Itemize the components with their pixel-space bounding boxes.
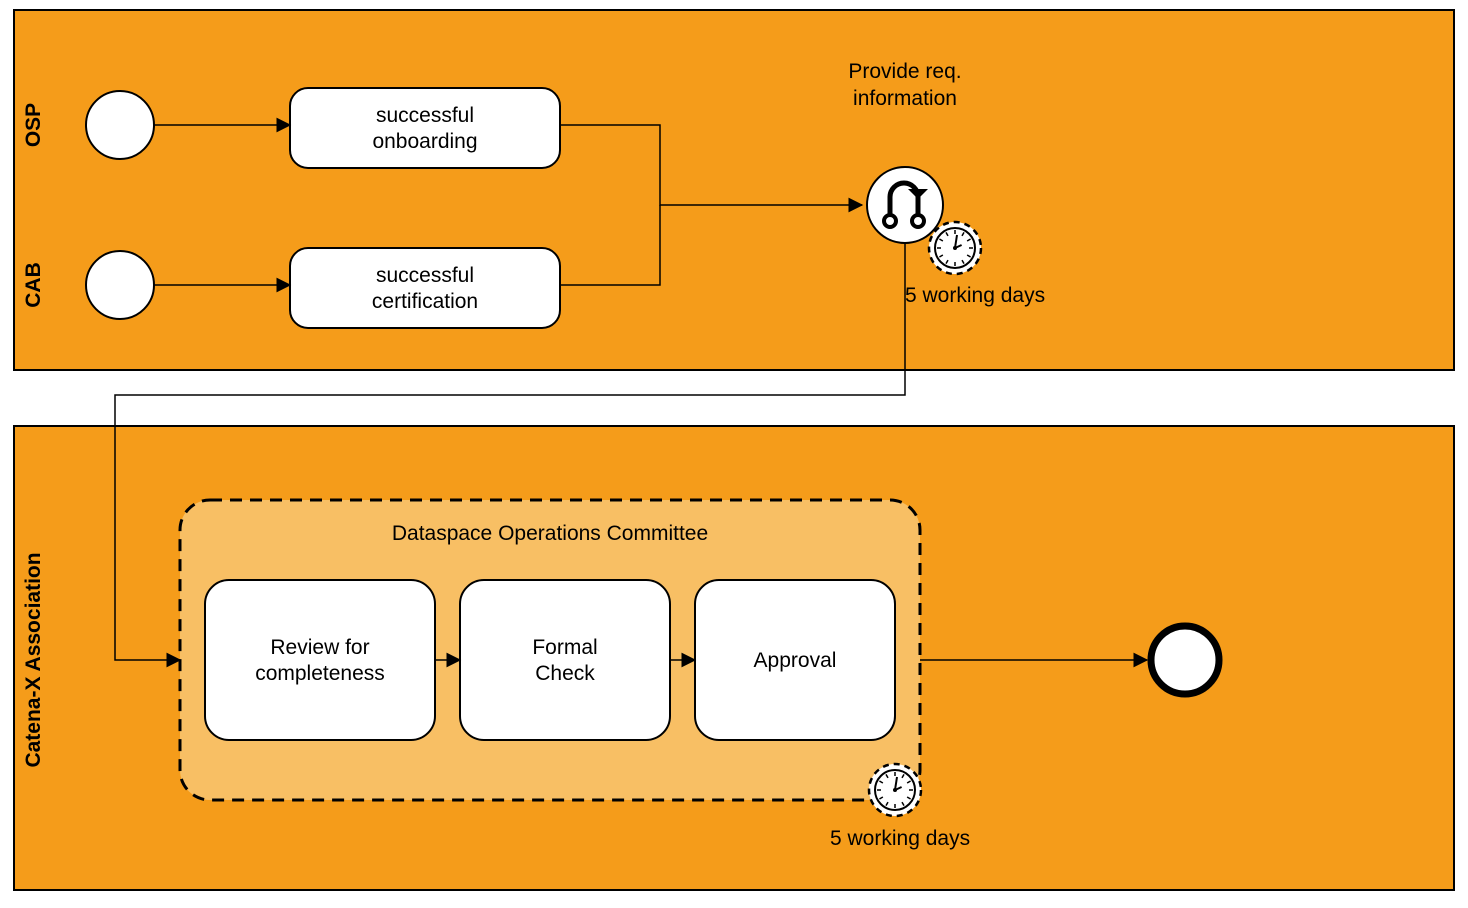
lane-label-catena-x: Catena-X Association xyxy=(22,552,45,767)
task-formal-check-label: Check xyxy=(535,662,595,685)
intermediate-event-provide-info xyxy=(867,167,943,243)
task-review-label: completeness xyxy=(255,662,385,685)
task-approval-label: Approval xyxy=(754,649,837,672)
timer-provide-info-label: 5 working days xyxy=(905,284,1045,307)
subprocess-title: Dataspace Operations Committee xyxy=(392,522,708,545)
start-event-cab xyxy=(86,251,154,319)
pool-top xyxy=(14,10,1454,370)
task-onboarding-label: onboarding xyxy=(372,130,477,153)
task-certification-label: successful xyxy=(376,264,474,287)
svg-text:Catena-X Association: Catena-X Association xyxy=(22,552,45,767)
annotation-provide-info: information xyxy=(853,87,957,110)
task-certification-label: certification xyxy=(372,290,478,313)
lane-label-cab: CAB xyxy=(22,262,45,308)
task-formal-check-label: Formal xyxy=(532,636,597,659)
lane-label-osp: OSP xyxy=(22,103,45,147)
end-event xyxy=(1151,626,1219,694)
task-certification xyxy=(290,248,560,328)
timer-subprocess-label: 5 working days xyxy=(830,827,970,850)
svg-text:OSP: OSP xyxy=(22,103,45,147)
annotation-provide-info: Provide req. xyxy=(848,60,961,83)
task-formal-check xyxy=(460,580,670,740)
start-event-osp xyxy=(86,91,154,159)
task-onboarding-label: successful xyxy=(376,104,474,127)
task-onboarding xyxy=(290,88,560,168)
task-review xyxy=(205,580,435,740)
svg-text:CAB: CAB xyxy=(22,262,45,308)
task-review-label: Review for xyxy=(270,636,369,659)
